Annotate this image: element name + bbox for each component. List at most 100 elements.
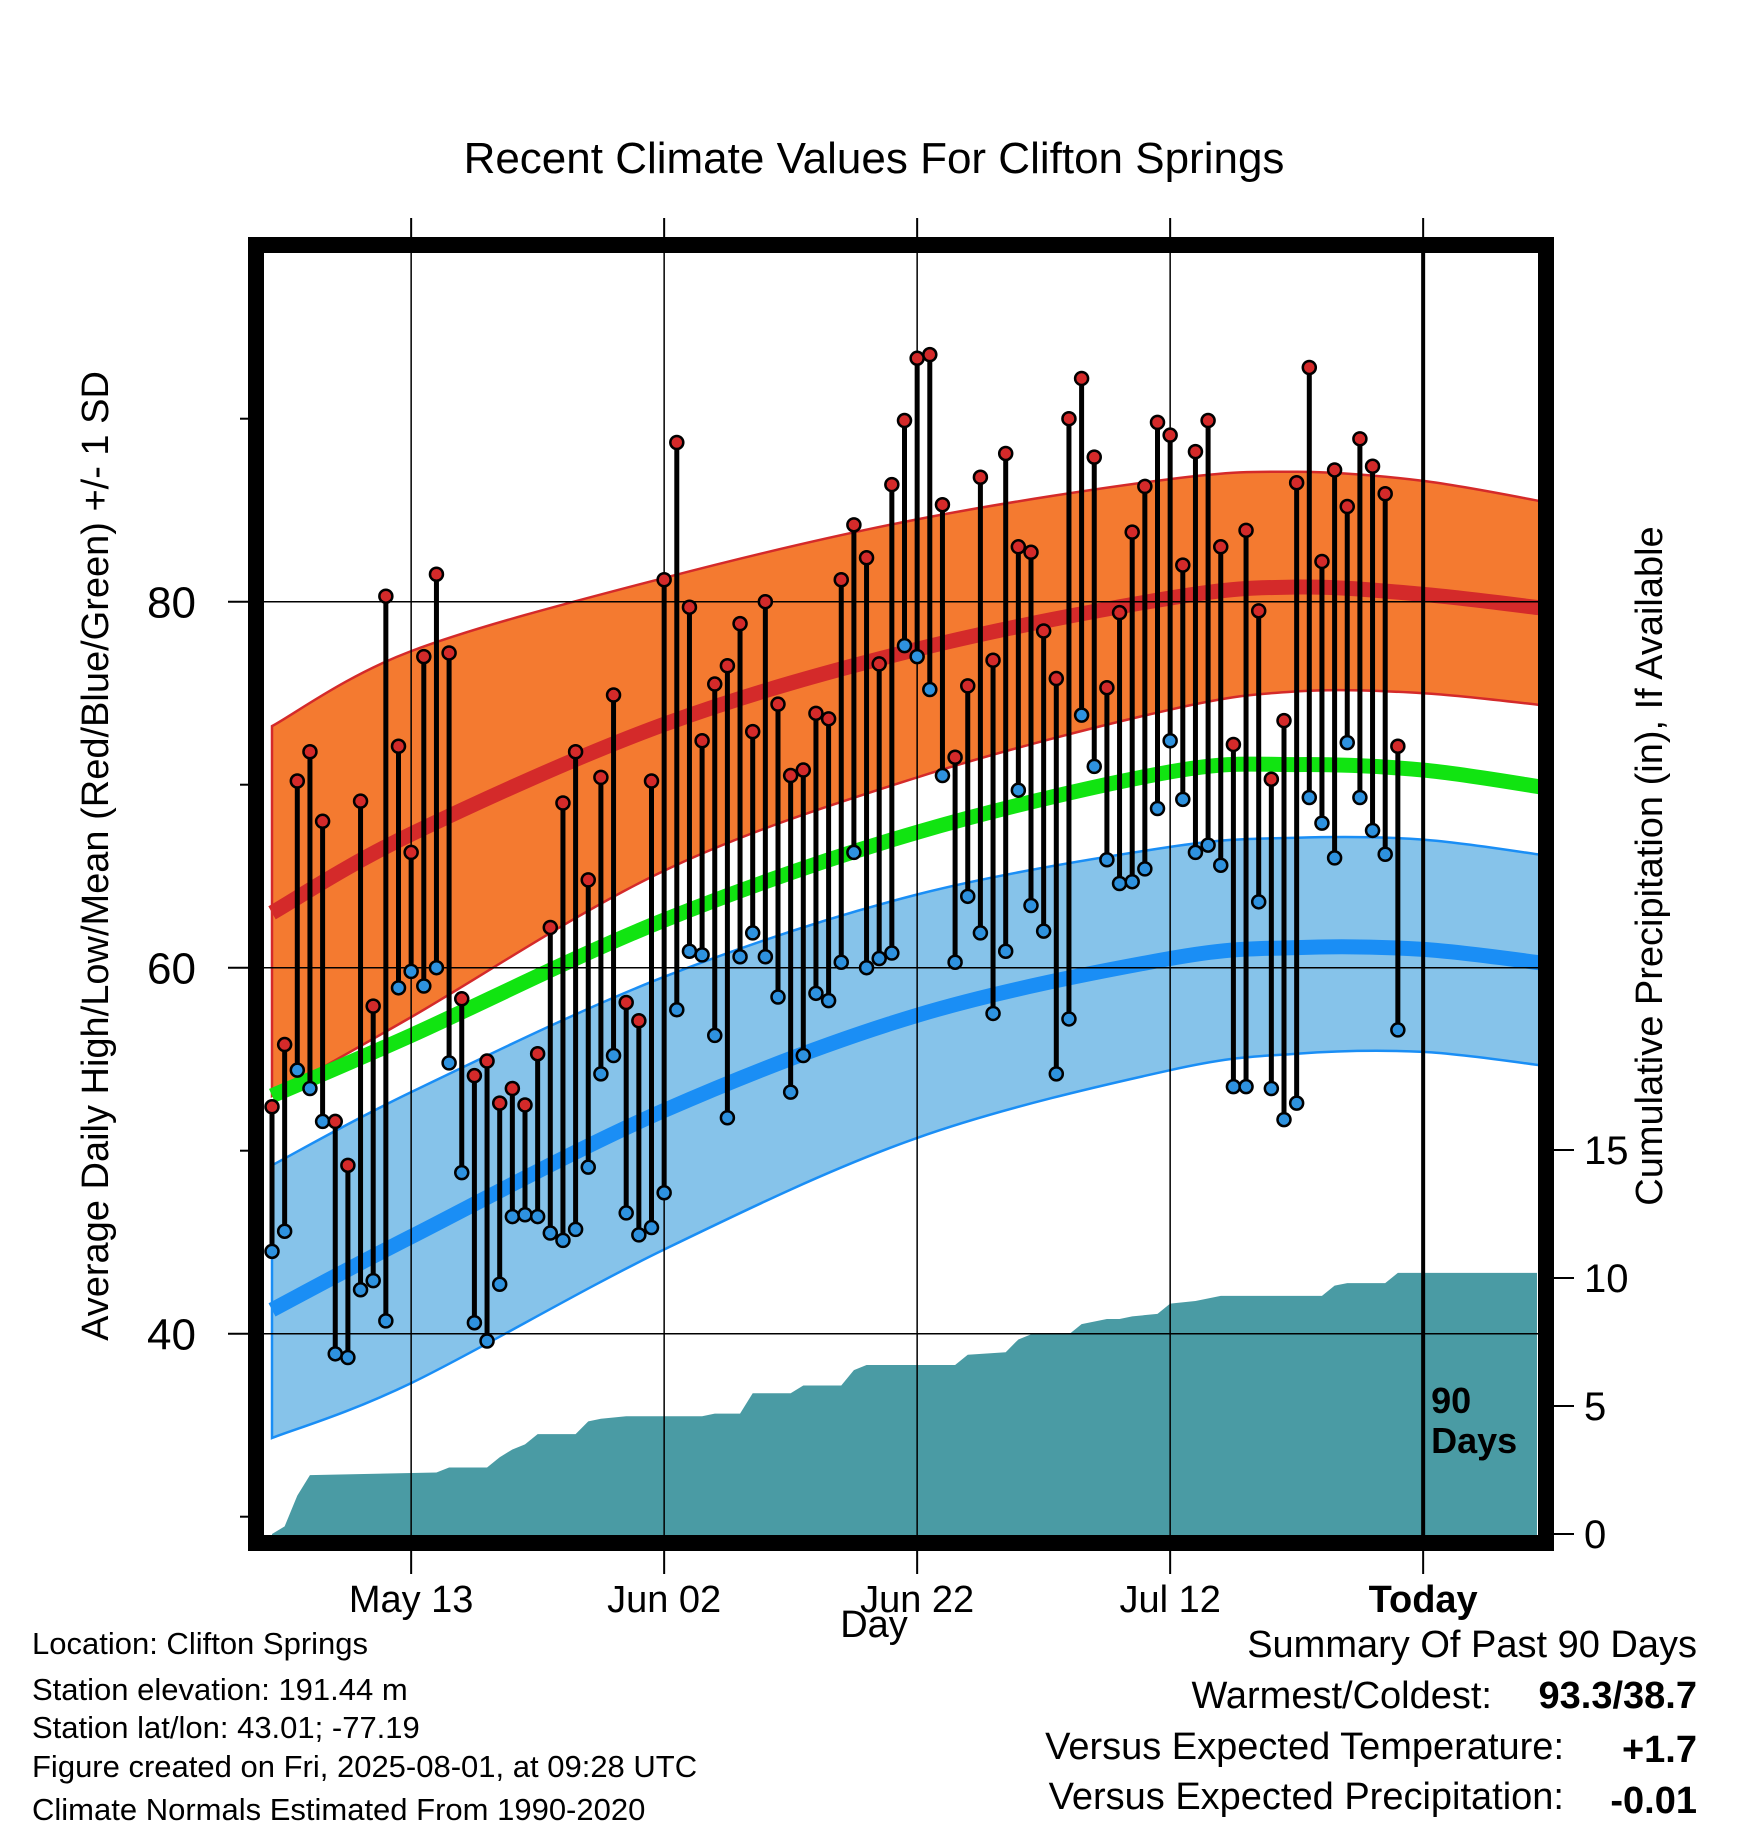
- daily-low-point: [1124, 873, 1140, 890]
- daily-range: [997, 445, 1014, 959]
- daily-low-point: [757, 948, 774, 965]
- y2-tick-label: 0: [1584, 1513, 1606, 1557]
- daily-high-point: [833, 571, 849, 588]
- daily-low-point: [1010, 782, 1027, 798]
- daily-high-point: [416, 648, 432, 665]
- daily-range: [757, 593, 774, 965]
- daily-high-point: [314, 813, 331, 830]
- daily-high-point: [1288, 475, 1305, 491]
- daily-low-point: [1250, 894, 1267, 910]
- daily-low-point: [1149, 800, 1166, 817]
- summary-panel: Summary Of Past 90 Days Warmest/Coldest:…: [1045, 1624, 1697, 1822]
- x-axis-label: Day: [840, 1604, 908, 1646]
- summary-precip-label: Versus Expected Precipitation:: [1049, 1776, 1564, 1818]
- daily-high-point: [365, 998, 381, 1014]
- daily-range: [302, 744, 318, 1097]
- daily-range: [732, 615, 748, 965]
- daily-high-point: [947, 749, 963, 765]
- daily-range: [972, 469, 989, 941]
- daily-low-point: [1288, 1095, 1305, 1111]
- daily-range: [580, 872, 596, 1175]
- x-tick-label: Jun 02: [607, 1579, 721, 1621]
- daily-low-point: [1137, 861, 1153, 877]
- daily-low-point: [327, 1346, 343, 1362]
- footer-created: Figure created on Fri, 2025-08-01, at 09…: [32, 1749, 697, 1784]
- daily-low-point: [1276, 1111, 1292, 1128]
- daily-low-point: [1023, 897, 1039, 914]
- daily-range: [1099, 679, 1115, 868]
- daily-range: [934, 496, 951, 784]
- daily-range: [1137, 478, 1153, 877]
- daily-range: [1238, 522, 1254, 1095]
- daily-low-point: [669, 1002, 685, 1018]
- daily-low-point: [1048, 1066, 1065, 1082]
- today-label: 90 Days: [1431, 1380, 1517, 1461]
- daily-low-point: [403, 963, 419, 980]
- daily-low-point: [390, 980, 407, 996]
- daily-range: [466, 1067, 483, 1331]
- daily-low-point: [1301, 789, 1318, 806]
- daily-high-point: [1301, 359, 1318, 376]
- daily-range: [960, 678, 976, 905]
- daily-high-point: [542, 919, 559, 936]
- daily-low-point: [1377, 846, 1393, 862]
- daily-high-point: [302, 744, 318, 760]
- daily-low-point: [681, 943, 698, 959]
- daily-low-point: [567, 1221, 584, 1238]
- daily-high-point: [454, 991, 470, 1007]
- daily-high-point: [441, 645, 457, 661]
- daily-low-point: [985, 1005, 1001, 1022]
- daily-range: [909, 350, 925, 665]
- daily-range: [770, 696, 786, 1005]
- daily-low-point: [884, 945, 900, 961]
- daily-high-point: [276, 1036, 293, 1053]
- daily-low-point: [808, 985, 824, 1002]
- daily-high-point: [1200, 412, 1216, 429]
- daily-low-point: [922, 681, 938, 698]
- daily-range: [744, 723, 761, 941]
- footer-info: Location: Clifton Springs Station elevat…: [32, 1626, 697, 1827]
- daily-low-point: [428, 959, 445, 976]
- daily-high-point: [1263, 771, 1280, 787]
- daily-low-point: [416, 978, 432, 994]
- daily-low-point: [1111, 875, 1128, 892]
- daily-low-point: [694, 947, 710, 963]
- daily-high-point: [732, 615, 748, 632]
- daily-high-point: [618, 994, 634, 1011]
- daily-range: [428, 566, 445, 976]
- daily-high-point: [656, 571, 672, 588]
- daily-high-point: [997, 445, 1014, 462]
- daily-high-point: [884, 476, 900, 493]
- footer-latlon: Station lat/lon: 43.01; -77.19: [32, 1710, 420, 1745]
- daily-range: [1162, 427, 1178, 749]
- daily-low-point: [770, 989, 786, 1005]
- daily-low-point: [264, 1243, 280, 1260]
- x-tick-label: Today: [1369, 1579, 1478, 1621]
- footer-normals: Climate Normals Estimated From 1990-2020: [32, 1792, 645, 1827]
- y2-tick-label: 15: [1584, 1129, 1629, 1173]
- daily-range: [896, 412, 913, 654]
- daily-range: [378, 588, 394, 1329]
- daily-high-point: [1238, 522, 1254, 539]
- daily-low-point: [289, 1062, 306, 1078]
- daily-range: [858, 550, 875, 976]
- daily-low-point: [846, 844, 862, 861]
- daily-range: [1326, 462, 1343, 866]
- daily-range: [782, 767, 799, 1100]
- daily-range: [808, 705, 824, 1002]
- daily-range: [1187, 443, 1204, 861]
- daily-high-point: [631, 1013, 647, 1029]
- daily-range: [884, 476, 900, 961]
- summary-temp-label: Versus Expected Temperature:: [1045, 1726, 1564, 1768]
- daily-high-point: [428, 566, 445, 582]
- daily-high-point: [517, 1097, 533, 1113]
- daily-low-point: [1364, 822, 1381, 839]
- daily-high-point: [378, 588, 394, 604]
- daily-range: [605, 687, 622, 1064]
- daily-range: [1175, 557, 1191, 808]
- today-label-line: 90: [1431, 1380, 1471, 1421]
- daily-high-point: [985, 652, 1001, 669]
- daily-high-point: [1339, 498, 1355, 515]
- daily-high-point: [1061, 410, 1077, 427]
